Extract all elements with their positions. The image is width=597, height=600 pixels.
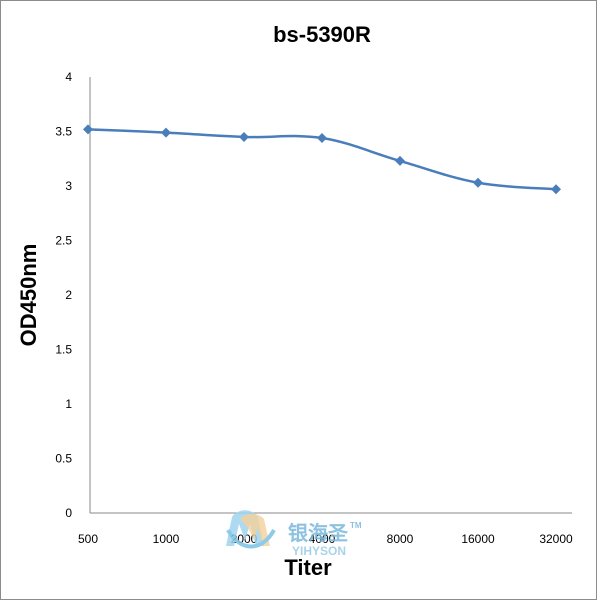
watermark-chinese-text: 银海圣 — [288, 521, 349, 545]
series-markers — [83, 124, 561, 195]
data-point-marker — [83, 124, 93, 135]
data-point-marker — [473, 177, 483, 188]
x-tick-label: 8000 — [387, 532, 414, 546]
y-tick-label: 1 — [65, 397, 72, 411]
y-tick-label: 2 — [65, 288, 72, 302]
y-tick-label: 0 — [65, 506, 72, 520]
y-tick-labels: 0 0.5 1 1.5 2 2.5 3 3.5 4 — [55, 70, 72, 520]
y-axis-title: OD450nm — [16, 244, 41, 347]
watermark-logo: 银海圣 TM YIHYSON — [226, 510, 362, 558]
watermark-emblem-icon — [226, 510, 276, 549]
data-point-marker — [317, 133, 327, 144]
y-tick-label: 4 — [65, 70, 72, 84]
axes — [89, 77, 572, 514]
watermark-latin-text: YIHYSON — [292, 544, 346, 558]
x-tick-label: 1000 — [153, 532, 180, 546]
y-tick-label: 3 — [65, 179, 72, 193]
chart-title: bs-5390R — [273, 22, 371, 47]
data-point-marker — [161, 127, 171, 138]
x-axis-title: Titer — [284, 555, 332, 580]
data-point-marker — [239, 131, 249, 142]
watermark-tm-text: TM — [350, 521, 362, 530]
x-tick-label: 4000 — [309, 532, 336, 546]
x-tick-labels: 500 1000 2000 4000 8000 16000 32000 — [78, 532, 573, 546]
x-tick-label: 32000 — [539, 532, 573, 546]
y-tick-label: 1.5 — [55, 343, 72, 357]
data-point-marker — [551, 184, 561, 195]
x-tick-label: 500 — [78, 532, 98, 546]
x-tick-label: 16000 — [461, 532, 495, 546]
y-tick-label: 3.5 — [55, 125, 72, 139]
data-point-marker — [395, 155, 405, 166]
y-tick-label: 0.5 — [55, 452, 72, 466]
y-tick-label: 2.5 — [55, 234, 72, 248]
